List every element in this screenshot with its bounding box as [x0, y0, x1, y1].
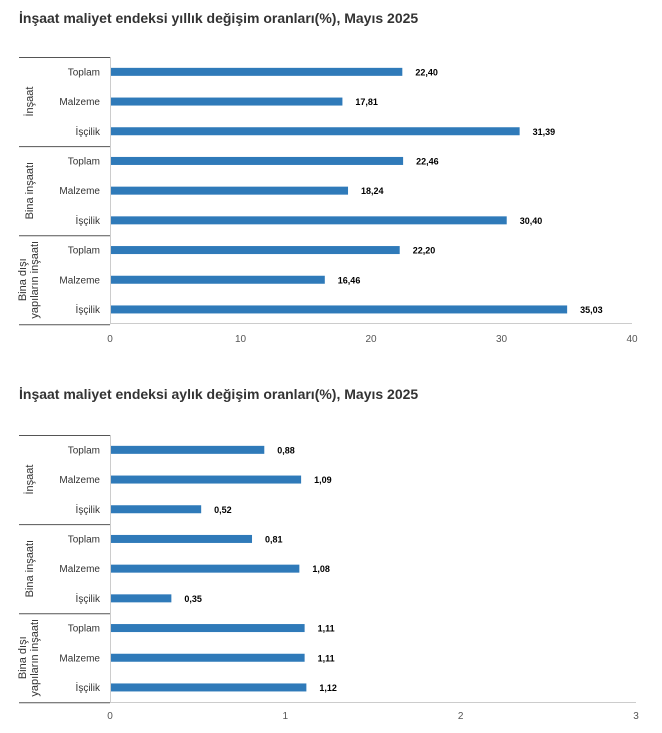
bar — [110, 186, 349, 195]
data-label: 22,46 — [416, 156, 439, 166]
category-label: Malzeme — [59, 186, 100, 197]
category-label: Toplam — [68, 156, 100, 167]
data-label: 1,11 — [318, 653, 335, 663]
bar — [110, 445, 265, 454]
category-label: İşçilik — [76, 681, 101, 694]
category-label: Toplam — [68, 246, 100, 257]
x-tick-label: 0 — [107, 334, 113, 345]
bar — [110, 216, 507, 225]
category-label: Malzeme — [59, 653, 100, 664]
data-label: 1,11 — [318, 624, 335, 634]
data-label: 0,35 — [184, 594, 202, 604]
bar — [110, 653, 305, 662]
category-label: İşçilik — [76, 303, 101, 316]
chart-title: İnşaat maliyet endeksi aylık değişim ora… — [19, 386, 419, 402]
data-label: 16,46 — [338, 275, 361, 285]
data-label: 0,81 — [265, 534, 283, 544]
category-label: İşçilik — [76, 503, 101, 516]
x-tick-label: 40 — [626, 334, 638, 345]
category-label: Malzeme — [59, 475, 100, 486]
bar — [110, 156, 404, 165]
data-label: 0,52 — [214, 505, 232, 515]
data-label: 22,40 — [415, 67, 438, 77]
category-label: İşçilik — [76, 592, 101, 605]
bar — [110, 534, 253, 543]
bar — [110, 305, 568, 314]
bar — [110, 246, 400, 255]
bar — [110, 564, 300, 573]
group-label-line: yapıların inşaatı — [29, 241, 41, 319]
group-label: İnşaat — [23, 87, 36, 117]
x-tick-label: 10 — [235, 334, 247, 345]
x-tick-label: 0 — [107, 711, 113, 722]
data-label: 30,40 — [520, 216, 543, 226]
x-tick-label: 1 — [283, 711, 289, 722]
data-label: 17,81 — [355, 97, 378, 107]
category-label: Toplam — [68, 624, 100, 635]
chart-title: İnşaat maliyet endeksi yıllık değişim or… — [19, 10, 419, 26]
bar — [110, 594, 172, 603]
category-label: Toplam — [68, 445, 100, 456]
category-label: Malzeme — [59, 564, 100, 575]
group-label-line: Bina dışı — [17, 636, 29, 679]
data-label: 1,09 — [314, 475, 332, 485]
x-tick-label: 30 — [496, 334, 508, 345]
data-label: 18,24 — [361, 186, 384, 196]
category-label: İşçilik — [76, 214, 101, 227]
x-tick-label: 20 — [365, 334, 377, 345]
data-label: 22,20 — [413, 246, 436, 256]
group-label: Bina dışıyapıların inşaatı — [17, 619, 41, 697]
bar — [110, 624, 305, 633]
data-label: 35,03 — [580, 305, 603, 315]
monthly-change-chart: İnşaat maliyet endeksi aylık değişim ora… — [0, 375, 662, 733]
bar — [110, 97, 343, 106]
bar — [110, 67, 403, 76]
bar — [110, 683, 307, 692]
yearly-change-plot: İnşaat Toplam 22,40 Malzeme 17,81 İşçilik 31,3… — [17, 57, 638, 345]
group-label: Bina dışıyapıların inşaatı — [17, 241, 41, 319]
data-label: 31,39 — [533, 127, 556, 137]
data-label: 1,08 — [312, 564, 330, 574]
x-tick-label: 2 — [458, 711, 464, 722]
data-label: 1,12 — [319, 683, 337, 693]
category-label: İşçilik — [76, 125, 101, 138]
data-label: 0,88 — [277, 445, 295, 455]
bar — [110, 505, 202, 514]
group-label: Bina inşaatı — [24, 540, 36, 597]
group-label: İnşaat — [23, 465, 36, 495]
x-tick-label: 3 — [633, 711, 639, 722]
bar — [110, 275, 325, 284]
category-label: Malzeme — [59, 275, 100, 286]
group-label-line: Bina dışı — [17, 258, 29, 301]
bar — [110, 127, 520, 136]
bar — [110, 475, 302, 484]
group-label-line: yapıların inşaatı — [29, 619, 41, 697]
category-label: Malzeme — [59, 97, 100, 108]
category-label: Toplam — [68, 67, 100, 78]
monthly-change-plot: İnşaat Toplam 0,88 Malzeme 1,09 İşçilik 0,52 Bi… — [17, 435, 639, 722]
yearly-change-chart: İnşaat maliyet endeksi yıllık değişim or… — [0, 0, 662, 365]
category-label: Toplam — [68, 534, 100, 545]
group-label: Bina inşaatı — [24, 162, 36, 219]
